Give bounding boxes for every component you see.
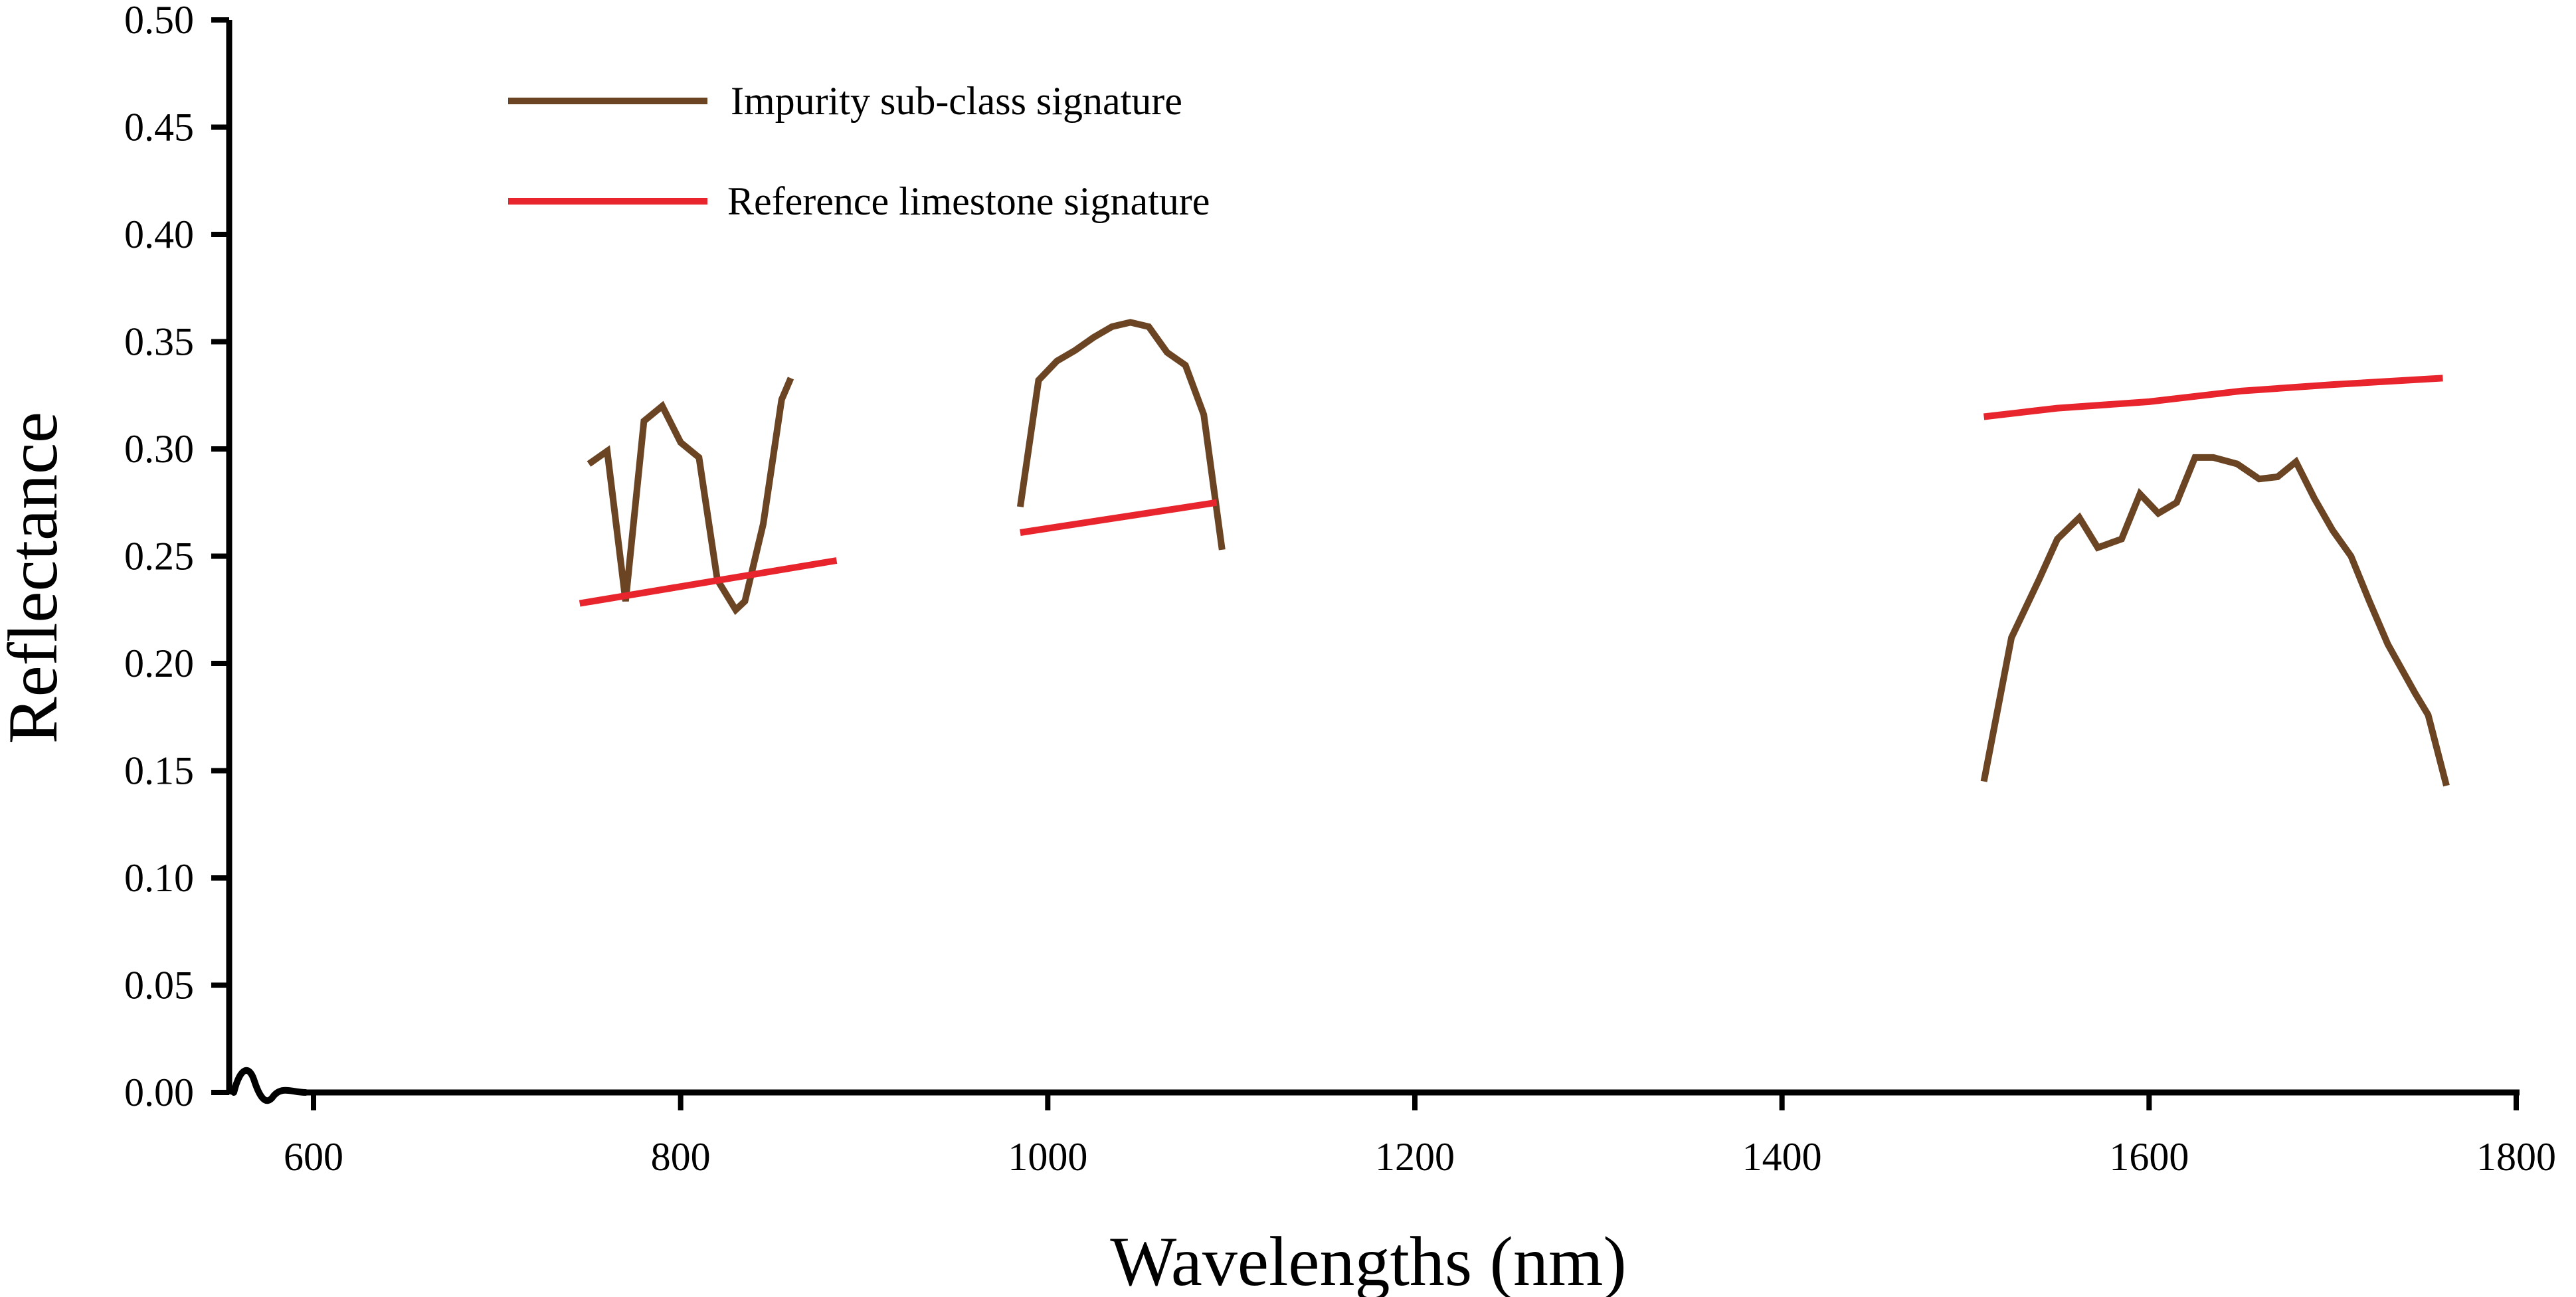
reference-line-segment-2 <box>1020 499 1218 536</box>
y-tick-label: 0.00 <box>124 1071 194 1114</box>
impurity-line-segment-3 <box>1980 454 2450 787</box>
y-tick-label: 0.50 <box>124 0 194 42</box>
reference-line-segment-1 <box>579 557 838 607</box>
x-tick-label: 1200 <box>1375 1135 1455 1179</box>
y-tick-label: 0.30 <box>124 427 194 471</box>
y-axis-title: Reflectance <box>0 412 72 744</box>
legend-label-impurity: Impurity sub-class signature <box>731 79 1182 123</box>
y-tick-label: 0.35 <box>124 320 194 364</box>
x-tick-label: 600 <box>284 1135 343 1179</box>
x-tick-label: 1800 <box>2476 1135 2556 1179</box>
axis-break-squiggle <box>230 1067 309 1104</box>
series-reference <box>579 375 2443 607</box>
x-tick-label: 1600 <box>2109 1135 2189 1179</box>
y-tick-label: 0.45 <box>124 106 194 149</box>
y-tick-label: 0.20 <box>124 642 194 685</box>
x-tick-label: 1000 <box>1008 1135 1087 1179</box>
impurity-line-segment-2 <box>1016 319 1226 551</box>
x-tick-label: 800 <box>651 1135 711 1179</box>
y-tick-label: 0.25 <box>124 535 194 578</box>
reference-line-segment-3 <box>1983 375 2443 420</box>
y-tick-label: 0.15 <box>124 749 194 793</box>
x-axis-ticks: 600 800 1000 1200 1400 1600 1800 <box>284 1092 2556 1179</box>
legend-label-reference: Reference limestone signature <box>727 179 1210 223</box>
series-layer <box>579 319 2450 787</box>
y-tick-label: 0.05 <box>124 964 194 1007</box>
x-axis-title: Wavelengths (nm) <box>1110 1223 1626 1297</box>
y-tick-label: 0.10 <box>124 856 194 900</box>
y-axis-ticks: 0.00 0.05 0.10 0.15 0.20 0.25 0.30 0.35 0.40 0.45… <box>124 0 229 1114</box>
series-impurity <box>587 319 2450 787</box>
legend: Impurity sub-class signature Reference l… <box>508 79 1210 223</box>
impurity-line-segment-1 <box>587 377 794 616</box>
x-tick-label: 1400 <box>1742 1135 1822 1179</box>
y-tick-label: 0.40 <box>124 213 194 256</box>
